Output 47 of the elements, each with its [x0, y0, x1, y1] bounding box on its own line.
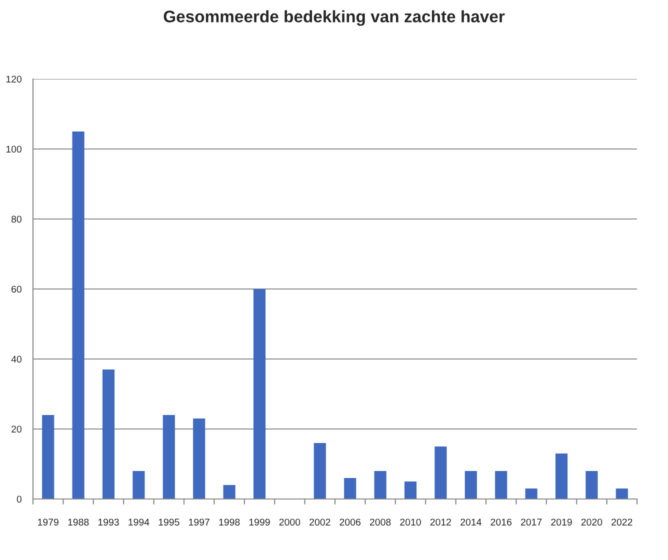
- x-tick-label: 2008: [370, 518, 391, 526]
- y-tick-label: 100: [6, 146, 22, 153]
- x-tick-label: 1993: [98, 518, 119, 526]
- x-tick-label: 2014: [460, 518, 482, 526]
- x-tick-label: 2010: [400, 518, 421, 526]
- bar: [404, 482, 417, 499]
- bar: [223, 485, 236, 499]
- x-tick-label: 2017: [520, 518, 542, 526]
- x-tick-label: 1999: [249, 518, 270, 526]
- bar: [102, 370, 115, 499]
- bar: [253, 289, 266, 499]
- x-tick-label: 1997: [189, 518, 210, 526]
- y-tick-label: 20: [12, 426, 22, 433]
- bar: [344, 478, 356, 499]
- y-tick-label: 60: [12, 286, 22, 293]
- y-tick-label: 0: [16, 496, 22, 503]
- y-tick-label: 40: [11, 356, 22, 363]
- bar: [555, 454, 568, 499]
- bar: [193, 418, 206, 499]
- x-tick-label: 2019: [551, 518, 572, 526]
- bar: [132, 471, 145, 499]
- bar: [586, 471, 598, 499]
- x-tick-label: 2006: [340, 518, 360, 526]
- y-tick-label: 120: [6, 76, 22, 83]
- x-tick-label: 1979: [38, 518, 58, 526]
- bar: [434, 446, 447, 499]
- bar: [374, 471, 386, 499]
- x-tick-label: 2000: [279, 518, 300, 526]
- x-tick-label: 1988: [68, 518, 89, 526]
- bar: [42, 415, 54, 499]
- bar: [314, 443, 326, 499]
- bar: [495, 471, 508, 499]
- x-tick-label: 2012: [430, 518, 452, 526]
- bar: [162, 415, 175, 499]
- x-tick-label: 2002: [310, 518, 330, 526]
- chart-title: Gesommeerde bedekking van zachte haver: [164, 10, 505, 26]
- x-tick-label: 2022: [612, 518, 632, 526]
- y-tick-label: 80: [12, 216, 22, 223]
- x-tick-label: 1994: [128, 518, 150, 526]
- x-tick-label: 2020: [581, 518, 602, 526]
- bar: [464, 471, 477, 499]
- x-tick-label: 1998: [219, 518, 240, 526]
- bar: [616, 488, 628, 499]
- x-tick-label: 1995: [158, 518, 180, 526]
- x-tick-label: 2016: [490, 518, 512, 526]
- bar: [72, 132, 84, 499]
- bar: [525, 488, 538, 499]
